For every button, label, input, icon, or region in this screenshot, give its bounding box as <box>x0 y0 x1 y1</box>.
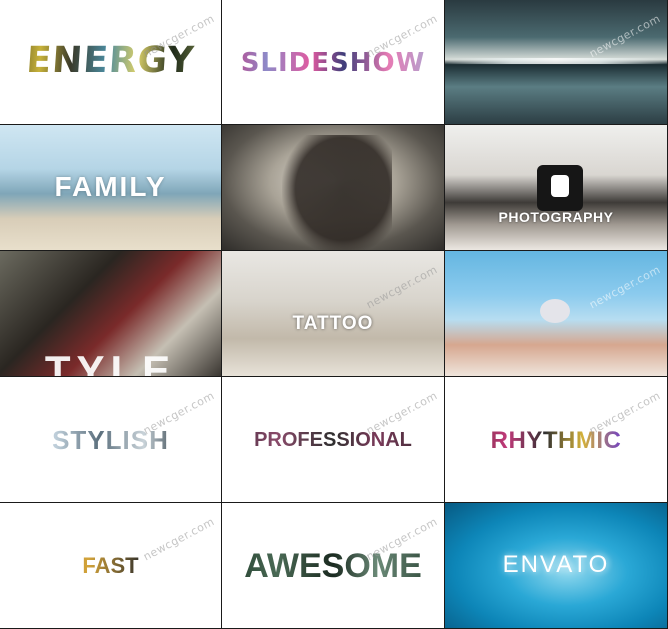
tile-portrait[interactable] <box>222 125 445 251</box>
tile-title: TATTOO <box>292 313 374 334</box>
tile-title: STYLISH <box>0 425 221 456</box>
tile-title: PHOTOGRAPHY <box>498 209 614 225</box>
tile-family[interactable]: FAMILY <box>0 125 222 251</box>
tile-fast[interactable]: FAST newcger.com <box>0 503 222 629</box>
tile-professional[interactable]: PROFESSIONAL newcger.com <box>222 377 445 503</box>
tile-envato[interactable]: ENVATO <box>445 503 668 629</box>
tile-title: FAST <box>0 553 221 579</box>
watermark: newcger.com <box>587 12 664 61</box>
tile-title: RHYTHMIC <box>445 427 667 455</box>
tile-title: AWESOME <box>222 547 444 586</box>
tile-energy[interactable]: ENERGY newcger.com <box>0 0 222 125</box>
camera-icon <box>537 165 583 211</box>
tile-title: ENERGY <box>0 40 221 81</box>
swim-cap <box>540 299 570 323</box>
tile-title: FAMILY <box>54 171 167 202</box>
tile-style[interactable]: TYLE <box>0 251 222 377</box>
tile-slideshow[interactable]: SLIDESHOW newcger.com <box>222 0 445 125</box>
tile-title: PROFESSIONAL <box>222 429 444 452</box>
tile-awesome[interactable]: AWESOME newcger.com <box>222 503 445 629</box>
watermark: newcger.com <box>587 263 664 312</box>
watermark: newcger.com <box>364 263 441 312</box>
tile-title: TYLE <box>44 347 177 377</box>
tile-photography[interactable]: PHOTOGRAPHY <box>445 125 668 251</box>
tile-swimmer[interactable]: newcger.com <box>445 251 668 377</box>
tile-pool-reflection[interactable]: newcger.com <box>445 0 668 125</box>
tile-title: ENVATO <box>502 551 610 578</box>
tile-title: SLIDESHOW <box>222 48 444 78</box>
portrait-figure <box>282 135 392 250</box>
tile-rhythmic[interactable]: RHYTHMIC newcger.com <box>445 377 668 503</box>
tile-stylish[interactable]: STYLISH newcger.com <box>0 377 222 503</box>
light-streak <box>445 58 667 64</box>
tile-tattoo[interactable]: TATTOO newcger.com <box>222 251 445 377</box>
